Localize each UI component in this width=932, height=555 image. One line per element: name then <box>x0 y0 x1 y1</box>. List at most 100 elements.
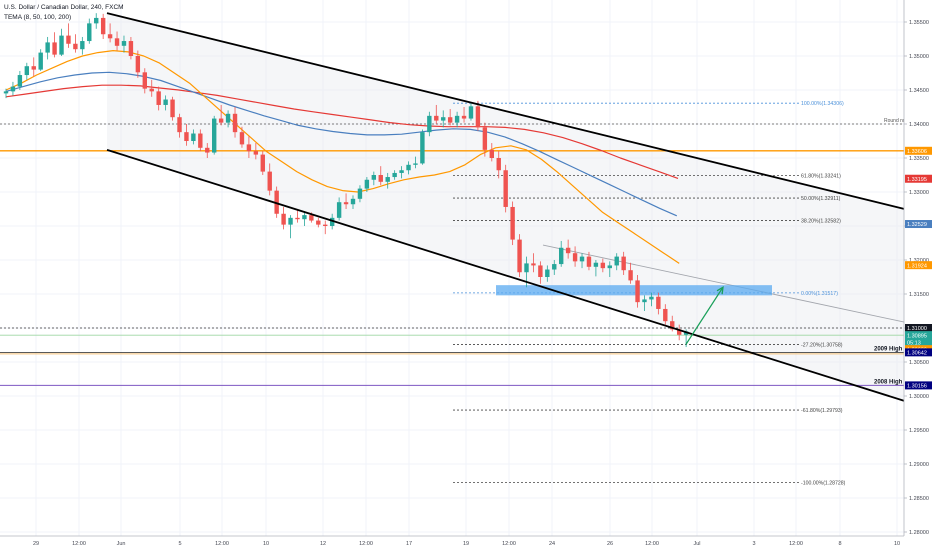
candle-body <box>524 263 529 273</box>
candle <box>559 240 564 267</box>
candle <box>232 107 238 138</box>
candle <box>676 324 682 341</box>
time-tick-label: 12:00 <box>359 541 373 547</box>
fib-label: -27.20%(1.30758) <box>801 342 843 348</box>
candle <box>170 96 175 121</box>
time-axis[interactable]: 29 12:00 Jun 5 12:00 10 12 12:00 17 19 12:00 24 26 12… <box>0 535 932 550</box>
candle <box>163 95 168 111</box>
candle-body <box>274 190 279 214</box>
candle <box>614 253 619 271</box>
fib-label: 38.20%(1.32582) <box>801 218 841 224</box>
candle-body <box>496 158 501 171</box>
candle <box>260 151 265 175</box>
candle-body <box>552 264 557 270</box>
fib-label: -100.00%(1.28728) <box>801 480 846 486</box>
candle <box>52 32 57 58</box>
price-tag[interactable] <box>905 331 932 340</box>
candle <box>510 201 515 246</box>
candle-body <box>239 132 245 145</box>
price-tag[interactable] <box>905 381 932 390</box>
price-axis[interactable]: 1.35500 1.35000 1.34500 1.34000 1.33500 1.330… <box>903 0 932 550</box>
candle <box>489 143 494 162</box>
price-tag[interactable] <box>905 220 932 229</box>
support-zone[interactable] <box>496 285 772 296</box>
candle-body <box>94 17 99 24</box>
candle <box>642 295 647 311</box>
candle-body <box>676 329 682 335</box>
price-tag[interactable] <box>905 174 932 183</box>
fib-label: 100.00%(1.34306) <box>801 101 844 107</box>
time-tick-label: 12:00 <box>215 541 229 547</box>
candle <box>191 129 196 145</box>
candle <box>87 18 92 44</box>
candle-body <box>10 86 16 92</box>
candle <box>336 197 342 221</box>
candle <box>121 35 127 53</box>
time-tick-label: 19 <box>463 541 469 547</box>
channel-upper-line[interactable] <box>106 12 932 217</box>
candle-body <box>475 106 481 128</box>
candle-body <box>510 206 515 240</box>
candle-body <box>45 42 50 53</box>
price-tag[interactable] <box>905 348 932 357</box>
candle-body <box>281 213 286 225</box>
candle <box>198 129 203 152</box>
candle <box>607 261 612 277</box>
candle <box>45 36 50 60</box>
tema-50-line <box>5 49 680 264</box>
candle-body <box>468 106 474 119</box>
price-tag[interactable] <box>905 338 932 347</box>
candle <box>621 251 626 275</box>
candle <box>441 110 446 128</box>
candle-body <box>642 299 647 303</box>
candle-body <box>323 224 328 226</box>
candle-body <box>66 35 71 44</box>
candle <box>357 185 363 203</box>
candle <box>663 304 668 325</box>
candle <box>461 107 467 123</box>
price-tick-label: 1.33000 <box>909 190 929 196</box>
candle-body <box>656 296 661 309</box>
price-tag-label: 1.30642 <box>907 351 927 357</box>
indicator-title: TEMA (8, 50, 100, 200) <box>4 14 72 21</box>
candle <box>253 143 259 160</box>
candle-body <box>434 115 439 121</box>
candle <box>538 261 543 284</box>
price-tag[interactable] <box>905 261 932 270</box>
candle-body <box>621 256 626 271</box>
candle <box>239 126 245 148</box>
horizontal-levels: Round nr. 2009 High 2008 High <box>0 118 906 386</box>
price-tag[interactable] <box>905 324 932 332</box>
candle-body <box>447 117 453 123</box>
candle-body <box>31 66 36 70</box>
candle-body <box>531 263 536 266</box>
candle <box>114 31 120 51</box>
candle-body <box>670 321 675 330</box>
time-tick-label: 12:00 <box>72 541 86 547</box>
candle <box>100 13 106 39</box>
candle-body <box>107 34 113 39</box>
fib-label: 50.00%(1.32911) <box>801 196 841 202</box>
candle <box>17 70 23 90</box>
candle-body <box>295 217 300 220</box>
time-tick-label: 17 <box>406 541 412 547</box>
tema-lines <box>5 49 680 264</box>
candle <box>107 23 113 43</box>
price-tag-label: 1.31000 <box>907 326 927 332</box>
projection-arrow[interactable] <box>685 285 724 345</box>
candle-body <box>260 154 265 172</box>
channel-lower-line[interactable] <box>106 148 932 411</box>
candle-body <box>87 23 92 42</box>
candle <box>593 260 599 277</box>
channel-lines[interactable] <box>106 12 932 411</box>
candle <box>246 136 252 158</box>
candle-body <box>420 132 425 164</box>
candle-body <box>3 91 9 94</box>
candle <box>364 177 370 192</box>
price-tag-label: 05:13 <box>907 340 921 346</box>
candle-body <box>73 43 78 50</box>
price-tick-label: 1.35000 <box>909 54 929 60</box>
time-tick-label: 24 <box>549 541 555 547</box>
price-tag[interactable] <box>905 146 932 155</box>
